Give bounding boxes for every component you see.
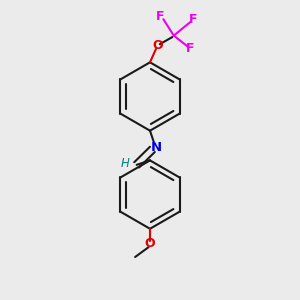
Text: F: F [189,13,197,26]
Text: H: H [121,157,130,170]
Text: F: F [186,42,194,56]
Text: O: O [152,40,163,52]
Text: N: N [150,140,161,154]
Text: F: F [156,10,165,23]
Text: O: O [145,237,155,250]
